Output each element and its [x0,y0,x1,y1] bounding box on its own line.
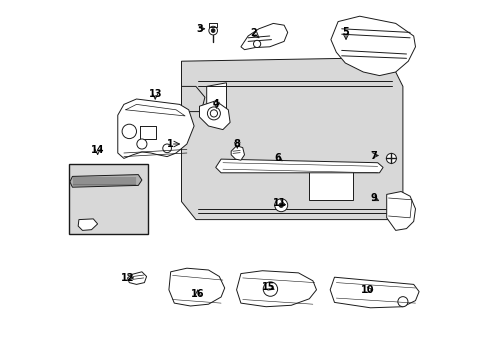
Text: 2: 2 [250,28,257,38]
Text: 7: 7 [369,150,376,161]
Text: 1: 1 [167,139,174,149]
Circle shape [279,203,283,207]
Polygon shape [168,268,224,306]
Text: 12: 12 [121,273,134,283]
Polygon shape [127,272,146,284]
Text: 6: 6 [273,153,280,163]
Text: 11: 11 [272,198,286,208]
Polygon shape [181,86,204,112]
Circle shape [274,199,287,212]
Circle shape [397,297,407,307]
Text: 16: 16 [190,289,204,299]
Polygon shape [215,159,382,173]
Circle shape [211,29,215,32]
Text: 10: 10 [361,285,374,295]
Text: 15: 15 [261,282,274,292]
Polygon shape [236,271,316,307]
Bar [69,164,148,234]
Polygon shape [241,23,287,50]
Circle shape [210,110,217,117]
Text: 3: 3 [196,24,203,34]
Polygon shape [386,192,415,230]
Text: 13: 13 [148,89,162,99]
Polygon shape [78,219,98,230]
Text: 9: 9 [369,193,376,203]
Circle shape [263,282,277,296]
Circle shape [386,153,396,163]
Polygon shape [309,164,352,200]
Polygon shape [231,146,244,160]
Polygon shape [329,277,418,308]
Text: 14: 14 [91,145,104,156]
Circle shape [137,139,146,149]
Circle shape [122,124,136,139]
Polygon shape [199,101,230,130]
Circle shape [253,40,260,48]
Polygon shape [206,83,226,119]
Circle shape [163,144,171,153]
Polygon shape [70,175,142,187]
Circle shape [208,26,217,35]
Polygon shape [181,58,402,220]
Text: 8: 8 [233,139,240,149]
Text: 5: 5 [342,27,349,37]
Circle shape [207,107,220,120]
Polygon shape [330,16,415,76]
Text: 4: 4 [213,99,219,109]
Polygon shape [118,99,194,158]
